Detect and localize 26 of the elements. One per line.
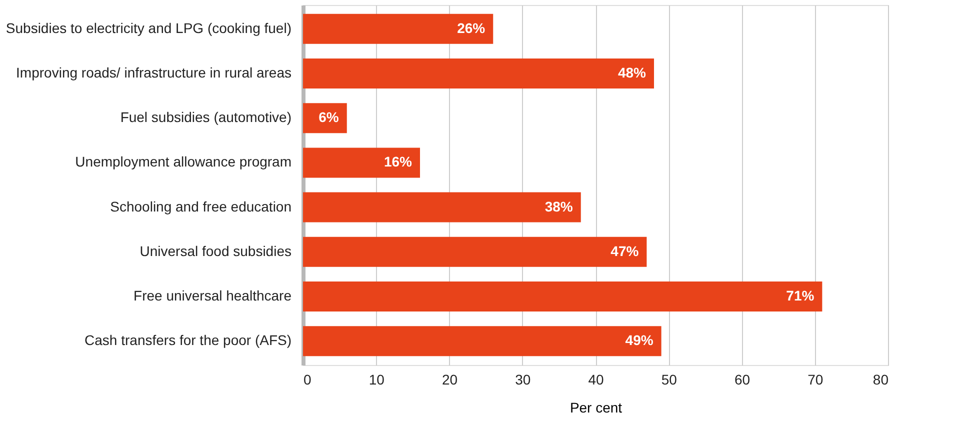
x-tick-label: 80 bbox=[872, 372, 889, 388]
y-tick-label: Universal food subsidies bbox=[140, 242, 292, 259]
data-label: 47% bbox=[610, 242, 640, 259]
data-label: 49% bbox=[625, 332, 654, 348]
y-tick-label: Subsidies to electricity and LPG (cooking fuel) bbox=[6, 20, 292, 36]
x-tick-label: 50 bbox=[661, 372, 678, 388]
data-label: 6% bbox=[318, 109, 340, 126]
data-label: 71% bbox=[786, 288, 815, 304]
y-tick-label: Unemployment allowance program bbox=[75, 154, 292, 170]
x-tick-label: 30 bbox=[515, 372, 531, 388]
data-label: 16% bbox=[384, 154, 413, 170]
y-tick-label: Cash transfers for the poor (AFS) bbox=[84, 332, 292, 348]
data-label: 48% bbox=[618, 64, 647, 80]
y-tick-label: Improving roads/ infrastructure in rural areas bbox=[16, 64, 292, 80]
y-tick-label: Schooling and free education bbox=[110, 198, 292, 214]
x-tick-label: 20 bbox=[442, 372, 458, 388]
x-tick-label: 10 bbox=[368, 372, 385, 388]
data-label: 26% bbox=[457, 20, 486, 36]
x-axis-title: Per cent bbox=[570, 400, 622, 416]
x-tick-label: 40 bbox=[588, 372, 604, 388]
x-tick-label: 60 bbox=[734, 372, 750, 388]
y-tick-label: Free universal healthcare bbox=[134, 288, 292, 304]
data-label: 38% bbox=[544, 198, 574, 214]
x-tick-label: 0 bbox=[304, 372, 312, 388]
y-tick-label: Fuel subsidies (automotive) bbox=[120, 109, 292, 126]
x-tick-label: 70 bbox=[808, 372, 824, 388]
